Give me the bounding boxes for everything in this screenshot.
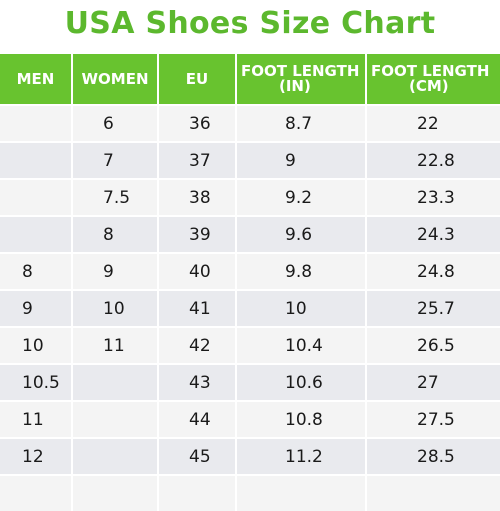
eu-cell: 42 [158, 327, 237, 364]
page-title: USA Shoes Size Chart [64, 6, 436, 41]
foot-length-in-cell: 8.7 [236, 105, 367, 142]
foot-length-cm-cell: 27.5 [366, 401, 500, 438]
foot-length-cm-cell: 28.5 [366, 438, 500, 475]
eu-cell: 39 [158, 216, 237, 253]
header-foot-length-in-line2: (IN) [279, 77, 311, 95]
eu-cell: 40 [158, 253, 237, 290]
eu-cell: 44 [158, 401, 237, 438]
women-cell [72, 364, 159, 401]
men-cell: 12 [0, 438, 73, 475]
table-row [0, 475, 500, 511]
eu-cell: 43 [158, 364, 237, 401]
foot-length-cm-cell: 24.8 [366, 253, 500, 290]
header-women: WOMEN [72, 54, 159, 105]
foot-length-cm-cell: 25.7 [366, 290, 500, 327]
men-cell [0, 216, 73, 253]
women-cell [72, 401, 159, 438]
women-cell: 7 [72, 142, 159, 179]
foot-length-cm-cell: 24.3 [366, 216, 500, 253]
men-cell [0, 475, 73, 511]
foot-length-in-cell [236, 475, 367, 511]
foot-length-in-cell: 9.2 [236, 179, 367, 216]
foot-length-in-cell: 9 [236, 142, 367, 179]
men-cell: 9 [0, 290, 73, 327]
women-cell [72, 438, 159, 475]
foot-length-cm-cell: 26.5 [366, 327, 500, 364]
eu-cell [158, 475, 237, 511]
men-cell [0, 179, 73, 216]
table-row: 8 9 40 9.8 24.8 [0, 253, 500, 290]
header-foot-length-cm: FOOT LENGTH (CM) [366, 54, 500, 105]
eu-cell: 41 [158, 290, 237, 327]
foot-length-cm-cell: 22.8 [366, 142, 500, 179]
header-foot-length-in-line1: FOOT LENGTH [241, 62, 360, 80]
men-cell [0, 105, 73, 142]
table-row: 10.5 43 10.6 27 [0, 364, 500, 401]
foot-length-cm-cell: 23.3 [366, 179, 500, 216]
table-row: 6 36 8.7 22 [0, 105, 500, 142]
foot-length-in-cell: 10 [236, 290, 367, 327]
men-cell: 8 [0, 253, 73, 290]
foot-length-cm-cell [366, 475, 500, 511]
men-cell: 10.5 [0, 364, 73, 401]
foot-length-in-cell: 10.4 [236, 327, 367, 364]
women-cell: 6 [72, 105, 159, 142]
foot-length-cm-cell: 27 [366, 364, 500, 401]
table-row: 11 44 10.8 27.5 [0, 401, 500, 438]
men-cell [0, 142, 73, 179]
table-row: 12 45 11.2 28.5 [0, 438, 500, 475]
foot-length-cm-cell: 22 [366, 105, 500, 142]
women-cell [72, 475, 159, 511]
foot-length-in-cell: 11.2 [236, 438, 367, 475]
header-foot-length-cm-line1: FOOT LENGTH [371, 62, 490, 80]
table-row: 7 37 9 22.8 [0, 142, 500, 179]
eu-cell: 37 [158, 142, 237, 179]
header-eu: EU [158, 54, 237, 105]
table-row: 7.5 38 9.2 23.3 [0, 179, 500, 216]
women-cell: 11 [72, 327, 159, 364]
women-cell: 9 [72, 253, 159, 290]
table-row: 8 39 9.6 24.3 [0, 216, 500, 253]
table-row: 10 11 42 10.4 26.5 [0, 327, 500, 364]
women-cell: 8 [72, 216, 159, 253]
table-row: 9 10 41 10 25.7 [0, 290, 500, 327]
eu-cell: 45 [158, 438, 237, 475]
header-men: MEN [0, 54, 73, 105]
header-row: MEN WOMEN EU FOOT LENGTH (IN) FOOT LENGT… [0, 54, 500, 105]
men-cell: 11 [0, 401, 73, 438]
header-foot-length-cm-line2: (CM) [409, 77, 449, 95]
size-chart-table: MEN WOMEN EU FOOT LENGTH (IN) FOOT LENGT… [0, 54, 500, 511]
header-foot-length-in: FOOT LENGTH (IN) [236, 54, 367, 105]
eu-cell: 36 [158, 105, 237, 142]
foot-length-in-cell: 9.6 [236, 216, 367, 253]
women-cell: 10 [72, 290, 159, 327]
foot-length-in-cell: 10.8 [236, 401, 367, 438]
women-cell: 7.5 [72, 179, 159, 216]
eu-cell: 38 [158, 179, 237, 216]
men-cell: 10 [0, 327, 73, 364]
foot-length-in-cell: 9.8 [236, 253, 367, 290]
foot-length-in-cell: 10.6 [236, 364, 367, 401]
